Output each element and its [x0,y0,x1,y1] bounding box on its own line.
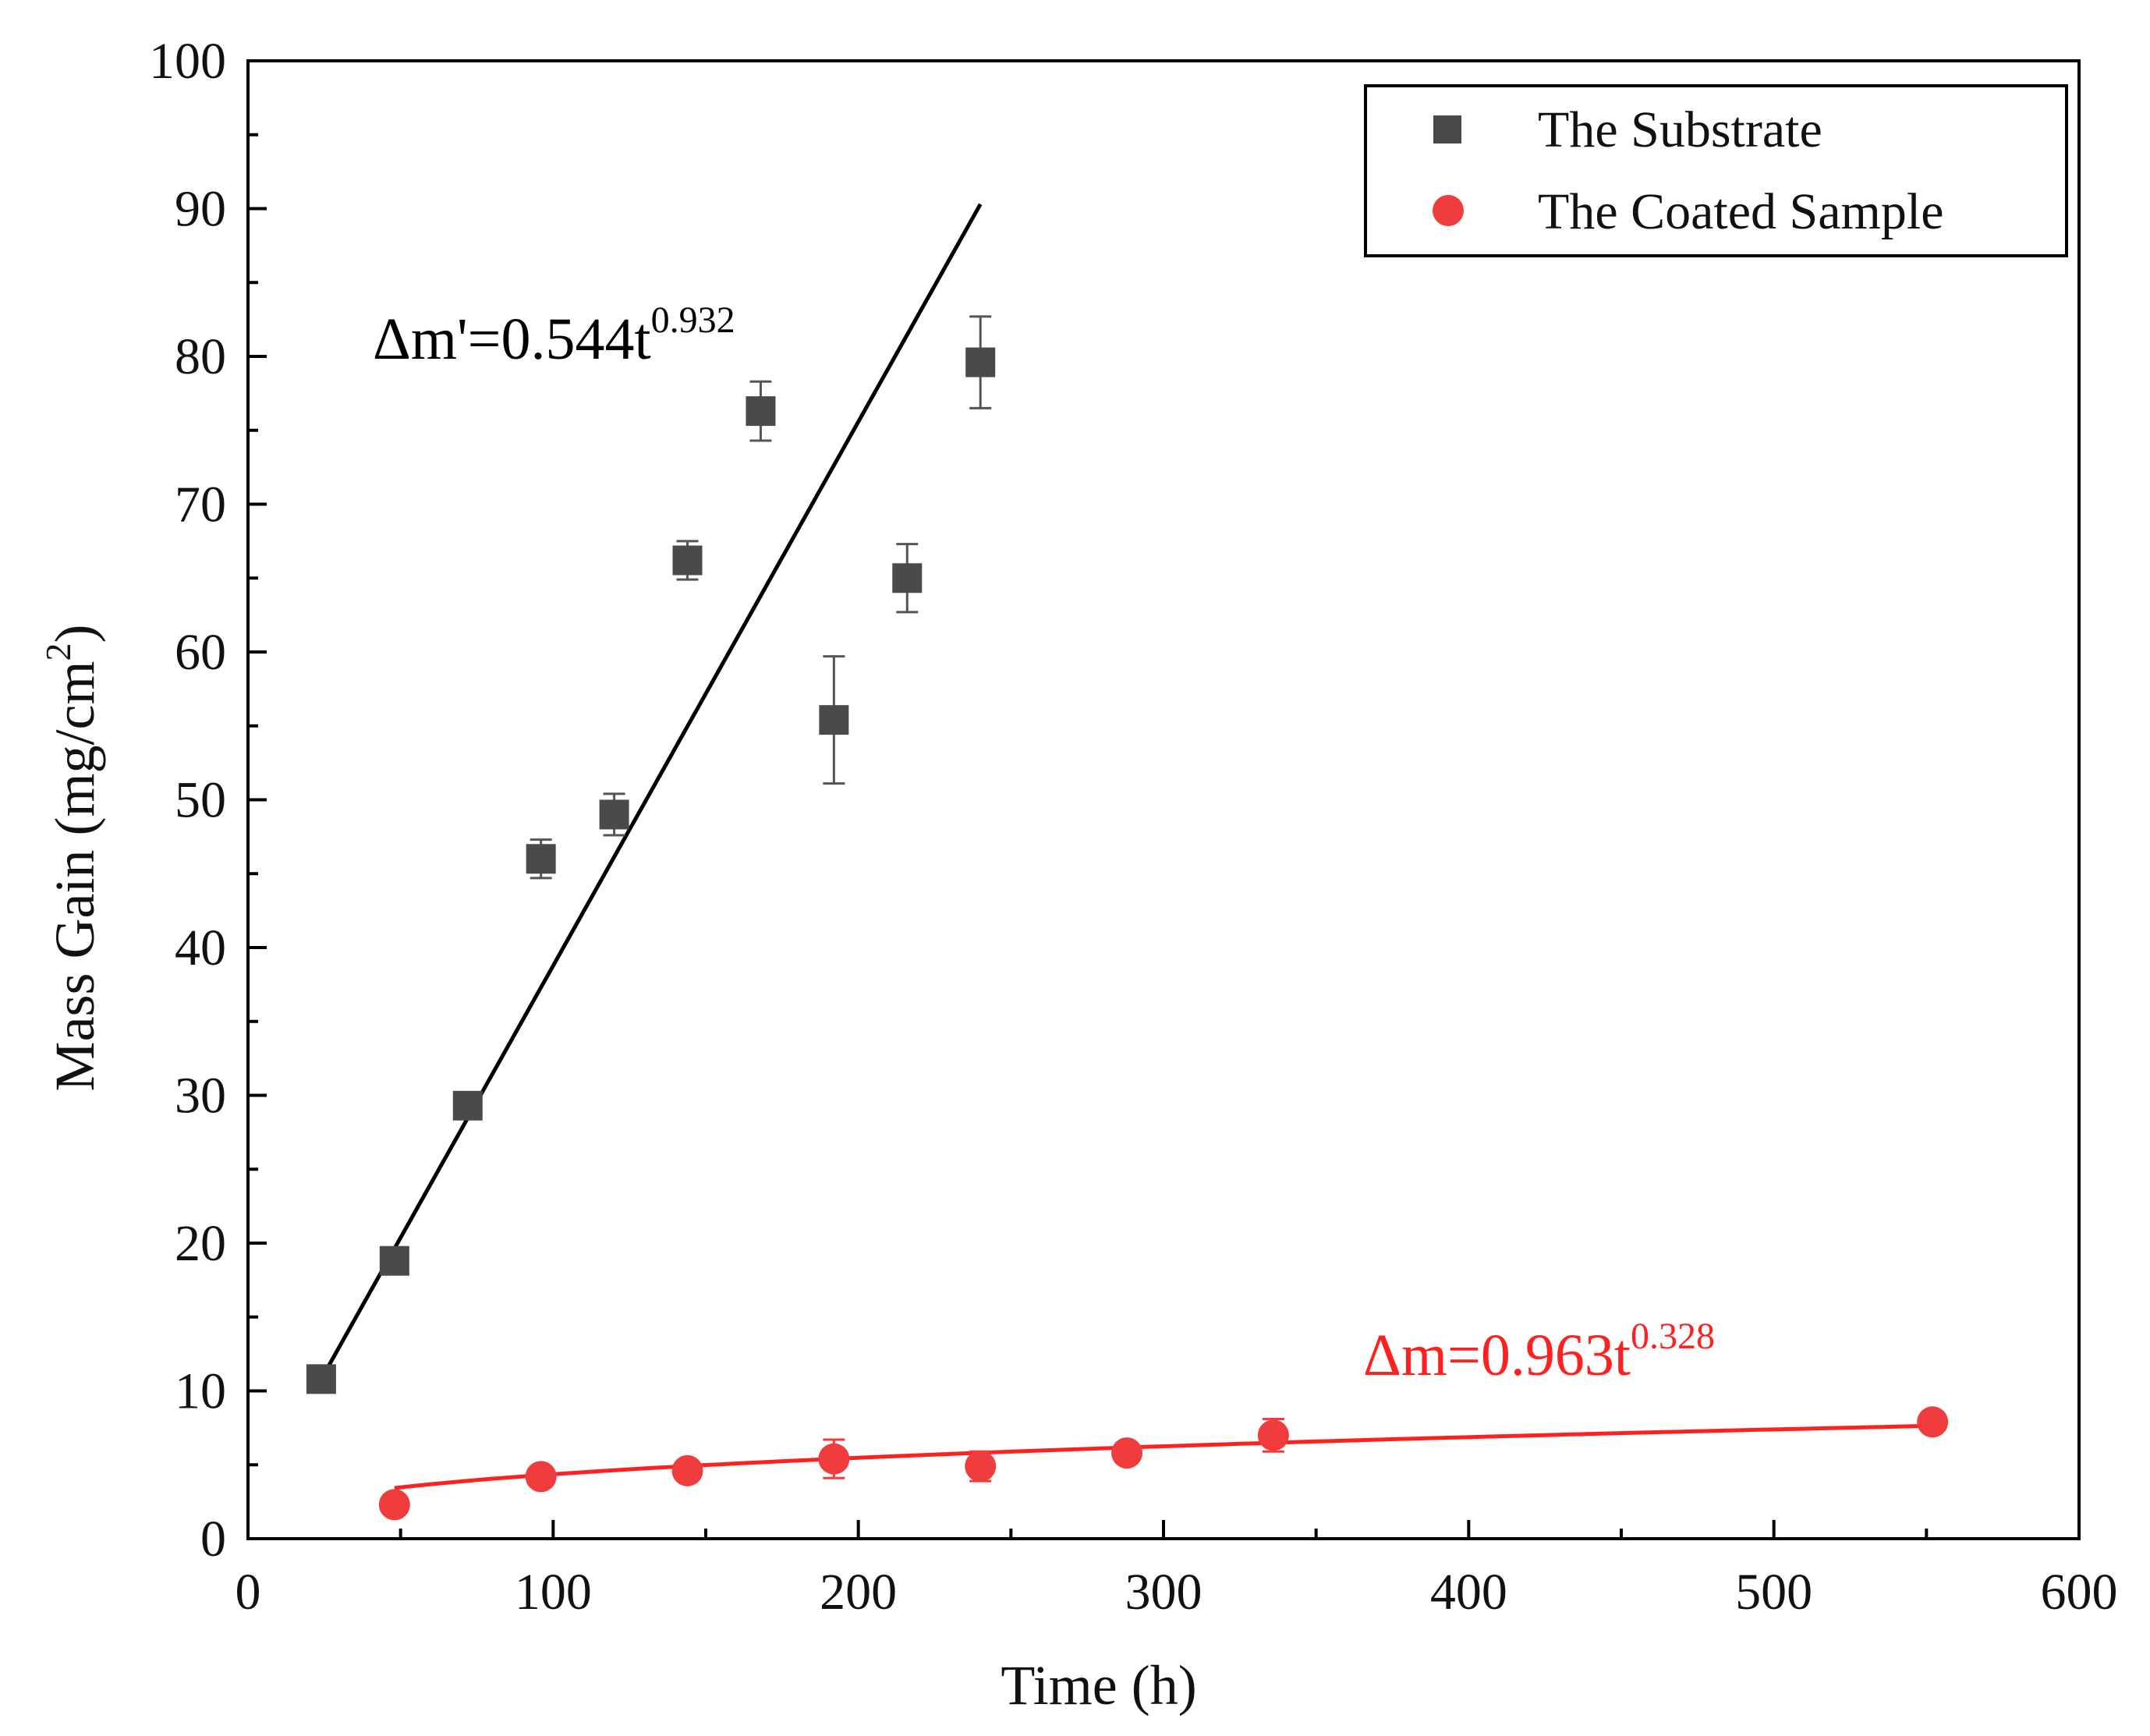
plot-border [246,59,2081,1540]
axis-ticks: 0 100 200 300 400 500 600 0 10 20 30 40 50 60 70 80 90 10… [149,33,2118,1621]
coated-point [1917,1406,1949,1438]
substrate-point [892,563,923,593]
substrate-fit-equation-main: Δm'=0.544t [373,306,651,372]
legend-substrate-label: The Substrate [1538,101,1822,158]
substrate-point [746,396,776,427]
coated-point [1111,1437,1143,1469]
coated-point [965,1451,997,1483]
legend-substrate-marker [1433,115,1461,143]
y-tick-label: 90 [175,181,226,238]
coated-point [671,1454,703,1486]
x-tick-label: 400 [1430,1564,1507,1621]
y-tick-label: 10 [175,1363,226,1420]
y-tick-label: 70 [175,477,226,533]
y-axis-title: Mass Gain (mg/cm2) [38,625,106,1092]
fit-lines [319,203,1933,1490]
x-tick-label: 100 [515,1564,592,1621]
substrate-point [452,1090,483,1121]
x-tick-label: 200 [820,1564,897,1621]
substrate-point [599,799,629,830]
coated-point [818,1443,850,1475]
coated-fit-equation-exponent: 0.328 [1631,1316,1715,1357]
legend-coated-marker [1433,195,1464,226]
x-tick-label: 0 [236,1564,261,1621]
y-tick-label: 30 [175,1068,226,1125]
coated-point [378,1489,410,1521]
legend-coated-label: The Coated Sample [1538,183,1944,240]
y-axis-title-main: Mass Gain (mg/cm [44,661,106,1092]
x-tick-label: 600 [2041,1564,2118,1621]
coated-fit-equation: Δm=0.963t0.328 [1363,1316,1715,1388]
x-tick-label: 300 [1125,1564,1203,1621]
y-tick-label: 20 [175,1215,226,1272]
legend-box [1364,84,2068,257]
substrate-point [379,1245,409,1276]
legend: The Substrate The Coated Sample [1364,84,2068,257]
y-tick-label: 40 [175,919,226,976]
substrate-fit-line [319,203,983,1380]
x-tick-label: 500 [1735,1564,1812,1621]
substrate-point [819,705,849,735]
y-tick-label: 0 [200,1511,226,1568]
coated-fit-curve [394,1423,1933,1490]
y-tick-label: 80 [175,328,226,385]
coated-point [1257,1419,1289,1451]
substrate-point [526,844,556,874]
substrate-point [672,545,703,576]
substrate-point [306,1364,336,1394]
data-points [306,347,1949,1521]
coated-point [525,1461,557,1493]
substrate-fit-equation-exponent: 0.932 [651,299,735,341]
plot-frame [246,59,2081,1540]
y-axis-title-close: ) [44,625,106,643]
x-axis-title: Time (h) [1001,1654,1196,1717]
substrate-fit-equation: Δm'=0.544t0.932 [373,299,735,372]
y-tick-label: 60 [175,624,226,681]
y-tick-label: 50 [175,772,226,829]
y-axis-title-superscript: 2 [38,643,78,661]
y-tick-label: 100 [149,33,226,90]
substrate-point [965,347,996,377]
coated-fit-equation-main: Δm=0.963t [1363,1323,1631,1388]
